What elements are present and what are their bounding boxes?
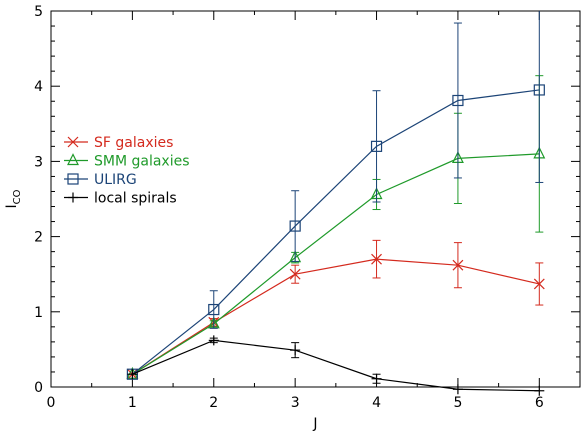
plot-frame (50, 10, 581, 388)
y-axis-label-subscript: CO (12, 189, 23, 204)
x-tick-label: 3 (291, 395, 300, 411)
error-bar (209, 290, 218, 329)
series-sf-galaxies (126, 239, 545, 380)
x-tick-label: 5 (453, 395, 462, 411)
x-tick-label: 6 (535, 395, 544, 411)
data-point (289, 220, 301, 232)
legend-label: SF galaxies (94, 135, 173, 151)
legend-label: ULIRG (94, 172, 137, 188)
y-tick-label: 0 (34, 380, 43, 396)
y-tick-label: 1 (34, 305, 43, 321)
data-point (289, 268, 301, 280)
data-point (208, 303, 220, 316)
x-tick-label: 4 (372, 395, 381, 411)
series-line (132, 153, 540, 375)
error-bar (535, 11, 544, 183)
legend-item: SF galaxies (64, 135, 173, 151)
y-tick-label: 3 (34, 154, 43, 170)
data-point (127, 369, 138, 380)
legend-marker (68, 192, 78, 203)
data-point (534, 385, 545, 396)
legend-item: ULIRG (64, 172, 137, 188)
legend: SF galaxies SMM galaxies ULIRG local spiral… (64, 135, 190, 207)
error-bar (453, 22, 462, 179)
y-axis-label-main: I (4, 204, 20, 208)
data-point (452, 259, 464, 271)
y-tick-label: 2 (34, 230, 43, 246)
series-line (132, 258, 540, 375)
series-group (126, 11, 546, 396)
legend-marker (67, 136, 79, 148)
y-tick-label: 5 (34, 4, 43, 20)
data-point (533, 278, 545, 290)
series-line (132, 89, 540, 375)
data-point (371, 253, 382, 265)
x-tick-label: 1 (128, 395, 137, 411)
series-line (132, 339, 540, 392)
axes: 0 1 2 3 4 5 6 0 1 2 3 4 5 (34, 4, 581, 411)
legend-marker (67, 173, 79, 185)
legend-item: local spirals (64, 191, 177, 207)
legend-marker (67, 153, 79, 166)
series-local-spirals (127, 335, 545, 396)
data-point (533, 84, 545, 96)
error-bar (372, 90, 381, 203)
legend-label: SMM galaxies (94, 154, 190, 170)
data-point (452, 94, 464, 107)
x-tick-label: 2 (209, 395, 218, 411)
series-ulirg (126, 11, 545, 380)
data-point (208, 335, 219, 346)
legend-label: local spirals (94, 191, 177, 207)
y-tick-label: 4 (34, 79, 43, 95)
data-point (370, 140, 383, 152)
series-smm-galaxies (126, 75, 546, 379)
x-tick-label: 0 (47, 395, 56, 411)
data-point (371, 373, 382, 384)
error-bar (291, 190, 300, 262)
data-point (452, 384, 463, 395)
legend-item: SMM galaxies (64, 153, 190, 170)
y-axis-label: ICO (4, 189, 23, 208)
data-point (290, 345, 301, 356)
x-axis-label: J (312, 416, 317, 432)
